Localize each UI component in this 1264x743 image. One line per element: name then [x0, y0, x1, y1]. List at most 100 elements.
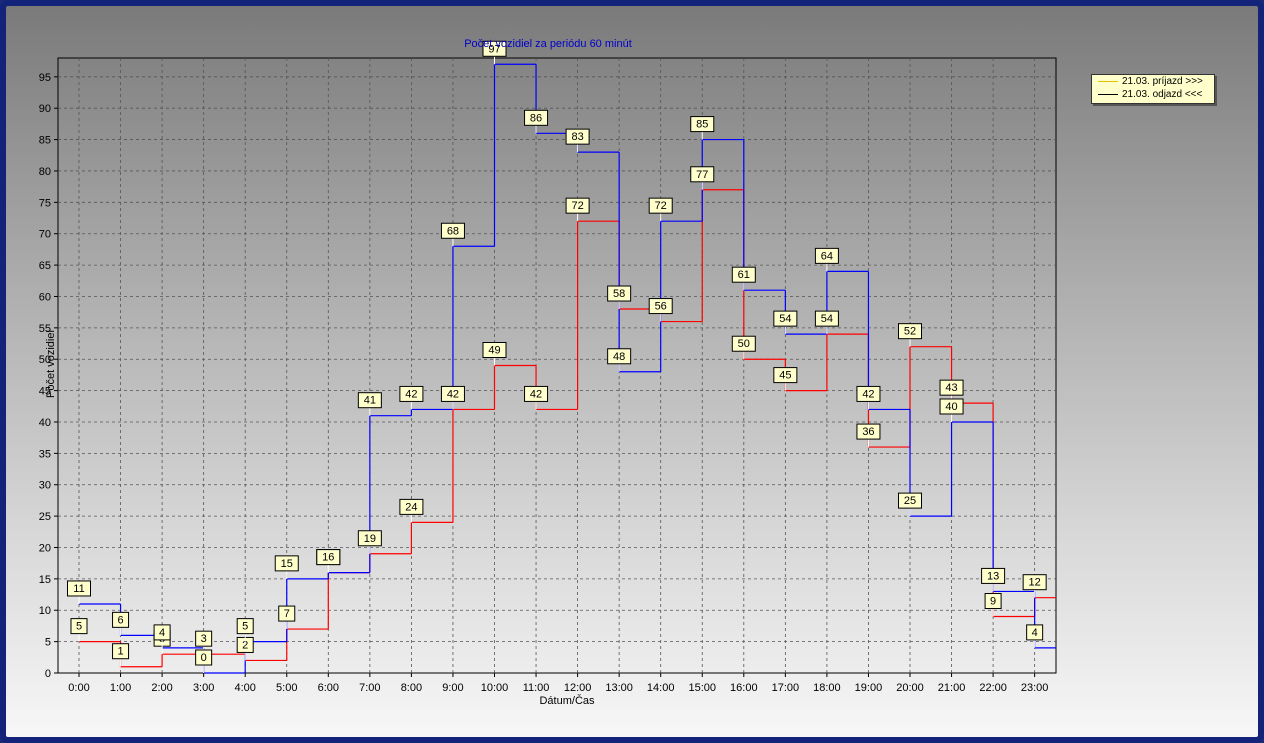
- y-tick-label: 0: [45, 668, 51, 680]
- data-label-box: [773, 367, 798, 384]
- data-label-text: 12: [1029, 577, 1041, 589]
- y-tick-label: 50: [39, 354, 51, 366]
- data-label-box: [153, 624, 171, 641]
- data-label-1: 42: [399, 385, 424, 410]
- data-label-text: 6: [117, 614, 123, 626]
- data-label-text: 1: [117, 646, 123, 658]
- legend-label-arrival: 21.03. príjazd >>>: [1122, 76, 1203, 87]
- data-label-text: 68: [447, 225, 459, 237]
- data-label-box: [274, 555, 299, 572]
- data-label-0: 19: [357, 530, 382, 554]
- data-label-box: [565, 128, 590, 145]
- data-label-1: 11: [67, 580, 91, 604]
- y-tick-label: 15: [39, 574, 51, 586]
- data-label-box: [731, 266, 756, 283]
- data-label-box: [440, 385, 465, 402]
- data-label-text: 25: [904, 495, 916, 507]
- data-label-box: [357, 392, 382, 409]
- y-tick-label: 60: [39, 291, 51, 303]
- data-label-1: 16: [316, 549, 341, 573]
- data-label-1: 64: [814, 247, 839, 272]
- x-tick-label: 14:00: [647, 682, 675, 694]
- data-label-1: 4: [153, 624, 171, 648]
- data-label-box: [648, 298, 673, 315]
- x-tick-label: 20:00: [896, 682, 924, 694]
- data-label-0: 42: [524, 385, 549, 410]
- data-label-box: [690, 116, 715, 133]
- data-label-box: [195, 649, 213, 666]
- data-label-box: [607, 348, 632, 365]
- data-label-0: 72: [565, 197, 590, 222]
- data-label-box: [856, 385, 881, 402]
- data-label-0: 36: [856, 423, 881, 448]
- data-label-box: [1026, 624, 1044, 641]
- x-tick-label: 6:00: [318, 682, 339, 694]
- data-label-text: 54: [779, 313, 791, 325]
- data-label-box: [607, 285, 632, 302]
- y-tick-label: 25: [39, 511, 51, 523]
- y-tick-label: 45: [39, 386, 51, 398]
- x-tick-label: 10:00: [481, 682, 509, 694]
- data-label-text: 42: [447, 388, 459, 400]
- x-tick-label: 16:00: [730, 682, 758, 694]
- data-label-text: 9: [990, 596, 996, 608]
- y-tick-label: 30: [39, 480, 51, 492]
- data-label-text: 13: [987, 570, 999, 582]
- data-label-box: [112, 643, 130, 660]
- data-label-box: [690, 166, 715, 183]
- y-tick-label: 20: [39, 542, 51, 554]
- data-label-box: [357, 530, 382, 547]
- data-label-text: 72: [655, 200, 667, 212]
- y-tick-label: 95: [39, 72, 51, 84]
- data-label-1: 42: [856, 385, 881, 410]
- data-label-text: 54: [821, 313, 833, 325]
- data-label-box: [316, 549, 341, 566]
- data-label-text: 85: [696, 119, 708, 131]
- data-label-box: [524, 109, 549, 126]
- data-label-box: [399, 498, 424, 515]
- data-label-text: 5: [76, 621, 82, 633]
- data-label-box: [731, 335, 756, 352]
- data-label-0: 56: [648, 298, 673, 322]
- data-label-box: [482, 40, 507, 57]
- data-label-text: 50: [738, 338, 750, 350]
- data-labels: 5133271619244249427258567750455436524391…: [67, 40, 1047, 673]
- data-label-box: [278, 605, 296, 622]
- data-label-text: 58: [613, 288, 625, 300]
- data-label-text: 72: [571, 200, 583, 212]
- data-label-text: 24: [405, 501, 417, 513]
- data-label-text: 5: [242, 621, 248, 633]
- data-label-text: 16: [322, 552, 334, 564]
- x-tick-label: 1:00: [110, 682, 131, 694]
- x-tick-label: 9:00: [442, 682, 463, 694]
- grid: [58, 58, 1056, 673]
- data-label-text: 49: [488, 345, 500, 357]
- data-label-text: 56: [655, 301, 667, 313]
- data-label-1: 83: [565, 128, 590, 153]
- data-label-text: 4: [159, 627, 165, 639]
- y-axis-ticks: 0 5 10 15 20 25 30 35 40 45 50 55 60 65 70 75 80 85 90 95: [39, 72, 58, 680]
- data-label-1: 86: [524, 109, 549, 134]
- data-label-box: [112, 611, 130, 628]
- data-label-1: 68: [440, 222, 465, 247]
- y-tick-label: 55: [39, 323, 51, 335]
- data-label-text: 19: [364, 533, 376, 545]
- series-group: [79, 63, 1056, 674]
- data-label-box: [565, 197, 590, 214]
- x-tick-label: 13:00: [605, 682, 633, 694]
- data-label-text: 36: [862, 426, 874, 438]
- data-label-box: [939, 398, 964, 415]
- data-label-0: 49: [482, 342, 507, 366]
- data-label-1: 85: [690, 116, 715, 140]
- x-tick-label: 19:00: [855, 682, 883, 694]
- data-label-box: [939, 379, 964, 396]
- x-tick-label: 0:00: [68, 682, 89, 694]
- data-label-text: 40: [945, 401, 957, 413]
- data-label-0: 52: [898, 323, 922, 347]
- data-label-text: 64: [821, 250, 833, 262]
- x-tick-label: 8:00: [401, 682, 422, 694]
- y-tick-label: 75: [39, 197, 51, 209]
- chart-title: Počet vozidiel za periódu 60 minút: [464, 38, 632, 50]
- data-label-text: 97: [488, 43, 500, 55]
- legend: 21.03. príjazd >>> 21.03. odjazd <<<: [1091, 74, 1215, 104]
